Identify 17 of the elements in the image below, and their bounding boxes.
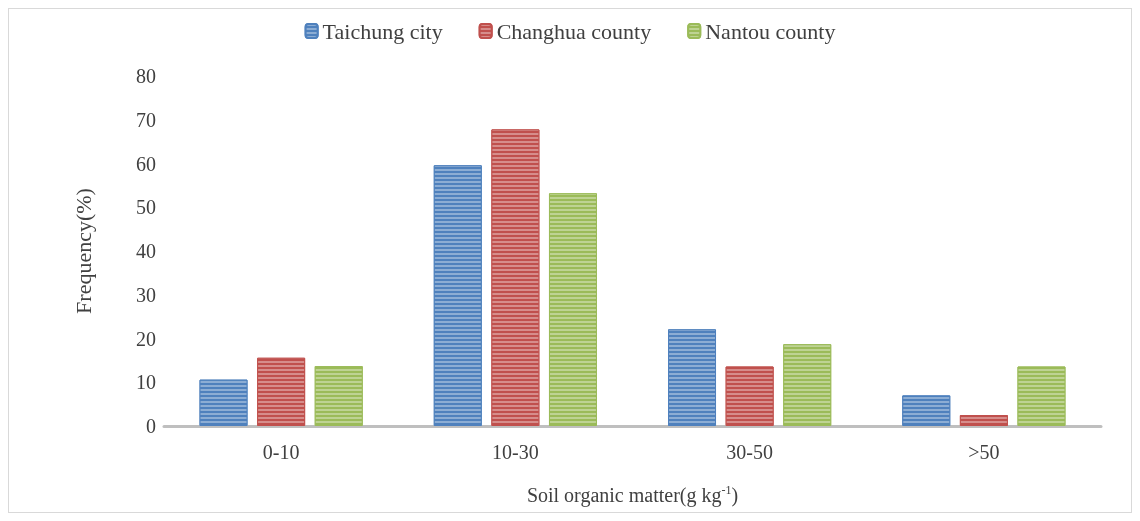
y-axis-title: Frequency(%) (70, 188, 96, 314)
y-tick-label: 80 (136, 65, 156, 87)
x-tick-label: 10-30 (492, 441, 539, 463)
y-tick-label: 0 (146, 415, 156, 437)
y-tick-label: 40 (136, 240, 156, 262)
y-tick-label: 30 (136, 283, 156, 306)
y-tick-label: 10 (136, 371, 156, 394)
x-tick-label: 30-50 (726, 441, 773, 463)
y-tick-label: 20 (136, 327, 156, 350)
y-tick-label: 70 (136, 108, 156, 131)
x-tick-label: 0-10 (262, 441, 300, 463)
y-tick-label: 50 (136, 196, 156, 219)
y-tick-label: 60 (136, 152, 156, 175)
legend-label: Taichung city (322, 18, 443, 44)
legend-label: Nantou county (705, 18, 836, 44)
legend-label: Changhua county (496, 18, 652, 44)
x-tick-label: >50 (968, 441, 1000, 463)
